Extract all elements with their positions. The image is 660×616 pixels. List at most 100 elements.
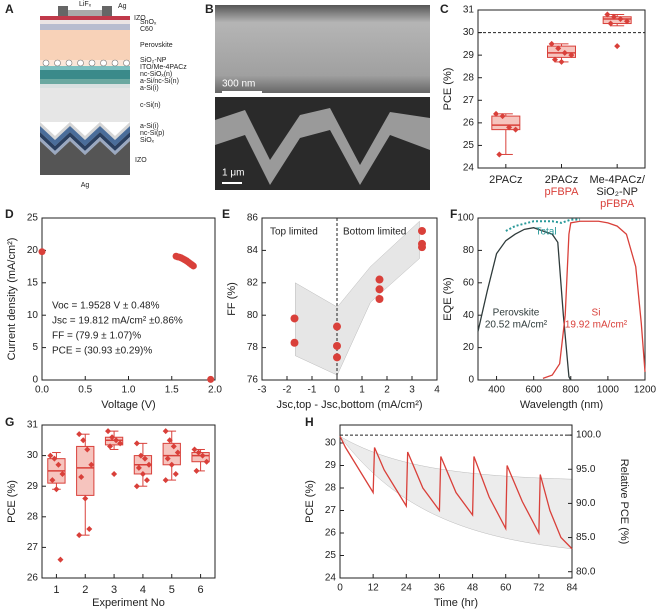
y-axis-label: FF (%) — [226, 282, 238, 316]
y-tick-label: 80 — [247, 310, 259, 321]
data-point — [141, 455, 148, 462]
y2-tick-label: 100.0 — [576, 430, 601, 441]
series-label: Si — [592, 308, 601, 319]
data-point — [166, 437, 173, 444]
data-point — [418, 243, 426, 252]
data-point — [57, 556, 64, 563]
layer — [40, 20, 130, 24]
scale-label: 300 nm — [222, 79, 255, 90]
layer-label: Perovskite — [140, 42, 173, 49]
box — [491, 115, 521, 131]
layer — [40, 16, 130, 20]
data-point — [162, 428, 169, 435]
y-tick-label: 26 — [463, 117, 475, 128]
layer-label: a-Si(i) — [140, 123, 159, 130]
data-point — [117, 440, 124, 447]
data-point — [86, 526, 93, 533]
data-point — [333, 353, 341, 362]
data-point — [113, 437, 120, 444]
data-point — [111, 470, 118, 477]
data-point — [203, 458, 210, 465]
y-tick-label: 25 — [325, 550, 337, 561]
layer-label: C60 — [140, 26, 153, 33]
y2-tick-label: 85.0 — [576, 532, 596, 543]
x-tick-label: 1.5 — [165, 385, 179, 396]
data-point — [568, 52, 575, 59]
y-tick-label: 30 — [463, 27, 475, 38]
plot-frame — [477, 217, 646, 381]
data-point — [53, 486, 60, 493]
data-point — [76, 431, 83, 438]
annotation: Voc = 1.9528 V ± 0.48% — [52, 301, 160, 312]
layer-label: IZO — [134, 15, 146, 22]
y-tick-label: 76 — [247, 375, 259, 386]
y-tick-label: 24 — [325, 573, 337, 584]
data-point — [162, 477, 169, 484]
data-line — [477, 227, 572, 381]
y-tick-label: 84 — [247, 245, 259, 256]
y-tick-label: 26 — [27, 573, 39, 584]
x-tick-label: 1 — [53, 584, 59, 596]
annotation: Jsc = 19.812 mA/cm² ±0.86% — [52, 316, 183, 327]
y-tick-label: 60 — [463, 277, 475, 288]
y-tick-label: 20 — [27, 245, 39, 256]
x-tick-label: 800 — [562, 385, 579, 396]
x-tick-label: 36 — [434, 583, 446, 594]
scale-label: 1 μm — [222, 168, 244, 179]
layer — [40, 70, 130, 79]
data-point — [193, 467, 200, 474]
series-value: 19.92 mA/cm² — [565, 320, 628, 331]
nanoparticle — [88, 59, 96, 67]
data-point — [558, 58, 565, 65]
data-point — [375, 285, 384, 294]
data-point — [614, 43, 621, 50]
plot-frame — [477, 9, 646, 169]
y-tick-label: 27 — [27, 542, 39, 553]
data-point — [170, 443, 177, 450]
x-tick-label: 1200 — [634, 385, 657, 396]
layer — [40, 84, 130, 88]
data-point — [49, 477, 56, 484]
panel-label: H — [305, 415, 314, 429]
data-point — [105, 428, 112, 435]
data-point — [617, 16, 624, 23]
y-tick-label: 31 — [27, 420, 39, 431]
x-tick-label: 3 — [409, 385, 415, 396]
panel-label: F — [450, 207, 457, 221]
x-tick-label: 0 — [334, 385, 340, 396]
data-point — [47, 452, 54, 459]
x-tick-label: 4 — [434, 385, 440, 396]
y-tick-label: 15 — [27, 277, 39, 288]
data-line — [542, 220, 646, 379]
x-axis-label: Time (hr) — [434, 597, 478, 609]
data-point — [88, 461, 95, 468]
data-point — [551, 56, 558, 63]
x-tick-label: 2PACz — [545, 174, 578, 186]
layer — [40, 24, 130, 30]
x-tick-label: 4 — [140, 584, 146, 596]
data-point — [375, 275, 384, 284]
x-tick-label: 48 — [467, 583, 479, 594]
y-tick-label: 24 — [463, 163, 475, 174]
x-tick-label: 3 — [111, 584, 117, 596]
data-point — [55, 461, 62, 468]
box — [76, 445, 95, 496]
data-point — [375, 295, 384, 303]
layer — [40, 66, 130, 70]
data-point — [512, 126, 519, 133]
x-tick-label: pFBPA — [600, 198, 635, 210]
data-point — [59, 470, 66, 477]
data-point — [172, 470, 179, 477]
layer-label: SiOₓ — [140, 137, 155, 144]
annotation: FF = (79.9 ± 1.07)% — [52, 331, 141, 342]
layer-label: c-Si(n) — [140, 102, 161, 109]
x-tick-label: 1 — [359, 385, 365, 396]
data-point — [333, 322, 341, 331]
x-tick-label: Me-4PACz/ — [589, 174, 645, 186]
layer — [40, 30, 130, 60]
y-tick-label: 27 — [325, 505, 337, 516]
y-tick-label: 29 — [463, 50, 475, 61]
y-tick-label: 100 — [457, 213, 474, 224]
layer — [40, 137, 130, 155]
y-tick-label: 25 — [463, 140, 475, 151]
